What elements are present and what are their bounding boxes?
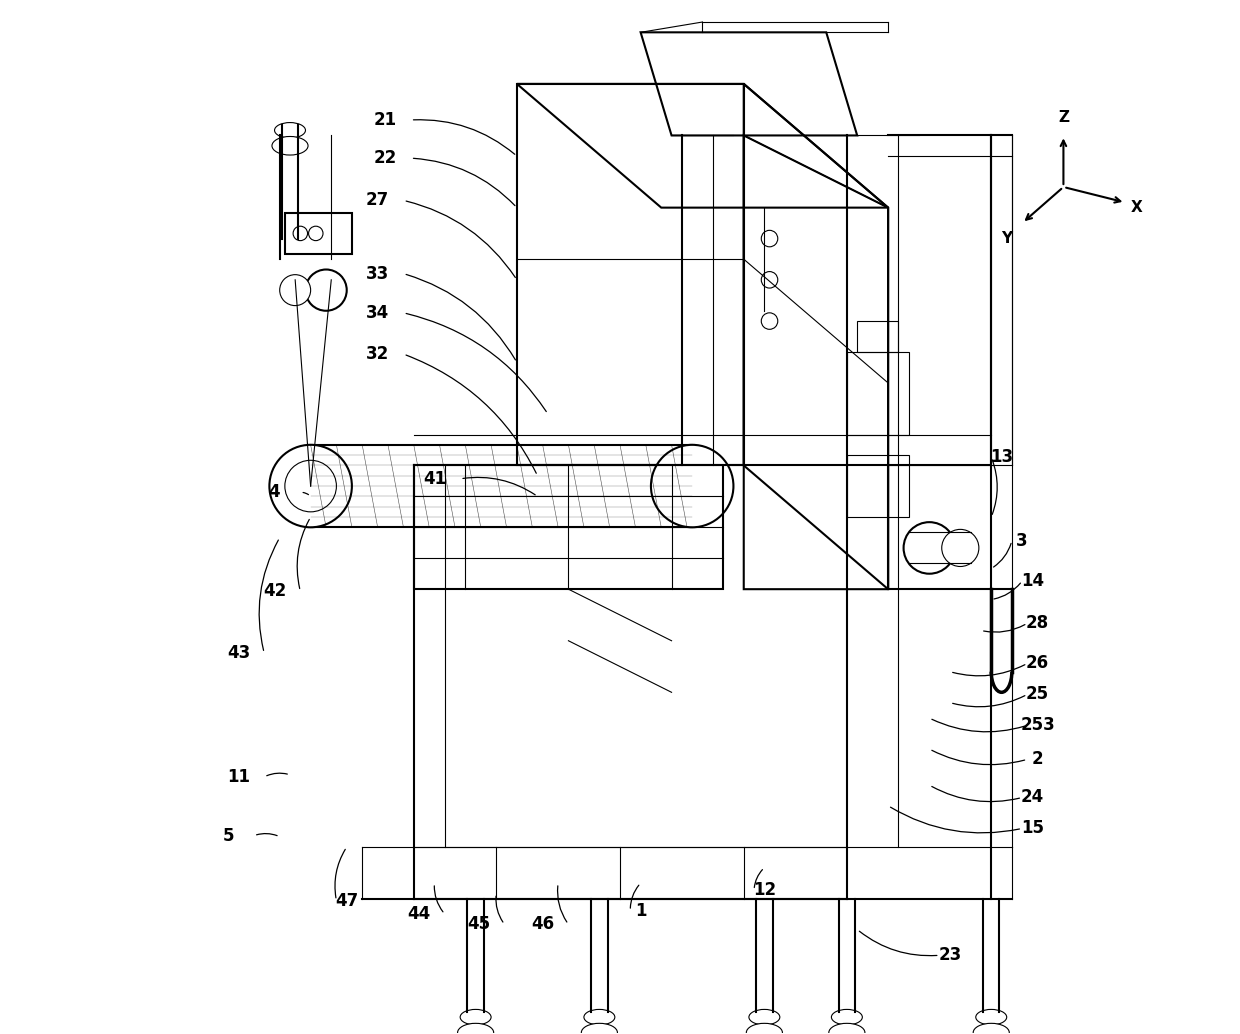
Circle shape xyxy=(904,522,955,574)
Ellipse shape xyxy=(272,136,308,155)
Circle shape xyxy=(941,529,978,567)
Text: 14: 14 xyxy=(1021,572,1044,590)
Ellipse shape xyxy=(973,1024,1009,1034)
Text: 13: 13 xyxy=(990,448,1013,466)
Text: 253: 253 xyxy=(1021,717,1055,734)
Bar xyxy=(285,213,352,254)
Text: 24: 24 xyxy=(1021,789,1044,807)
Text: X: X xyxy=(1131,201,1142,215)
Text: 45: 45 xyxy=(467,915,490,934)
Circle shape xyxy=(651,445,733,527)
Text: 1: 1 xyxy=(635,902,646,920)
Ellipse shape xyxy=(458,1024,494,1034)
Ellipse shape xyxy=(831,1009,862,1025)
Circle shape xyxy=(285,460,336,512)
Text: 2: 2 xyxy=(1032,751,1043,768)
Text: 12: 12 xyxy=(753,881,776,900)
Text: 25: 25 xyxy=(1025,686,1049,703)
Ellipse shape xyxy=(746,1024,782,1034)
Circle shape xyxy=(269,445,352,527)
Text: 15: 15 xyxy=(1021,819,1044,838)
Bar xyxy=(847,352,909,434)
Text: 27: 27 xyxy=(366,191,389,210)
Text: 22: 22 xyxy=(373,149,397,168)
Text: 21: 21 xyxy=(373,111,397,129)
Ellipse shape xyxy=(828,1024,866,1034)
Text: Z: Z xyxy=(1058,111,1069,125)
Text: 41: 41 xyxy=(423,469,446,488)
Text: 46: 46 xyxy=(531,915,554,934)
Bar xyxy=(847,455,909,517)
Bar xyxy=(414,465,723,589)
Bar xyxy=(857,322,899,352)
Ellipse shape xyxy=(460,1009,491,1025)
Text: 4: 4 xyxy=(269,483,280,501)
Circle shape xyxy=(280,275,311,306)
Text: 5: 5 xyxy=(222,826,234,845)
Circle shape xyxy=(305,270,347,311)
Text: 43: 43 xyxy=(227,644,250,662)
Ellipse shape xyxy=(749,1009,780,1025)
Text: 44: 44 xyxy=(407,905,430,923)
Ellipse shape xyxy=(584,1009,615,1025)
Text: 32: 32 xyxy=(366,345,389,363)
Text: 28: 28 xyxy=(1025,614,1049,632)
Text: 26: 26 xyxy=(1025,655,1049,672)
Ellipse shape xyxy=(274,123,305,138)
Ellipse shape xyxy=(976,1009,1007,1025)
Text: 47: 47 xyxy=(335,891,358,910)
Text: 42: 42 xyxy=(263,582,286,601)
Text: 23: 23 xyxy=(939,946,961,965)
Text: 34: 34 xyxy=(366,304,389,322)
Text: Y: Y xyxy=(1001,231,1012,246)
Text: 11: 11 xyxy=(227,768,250,786)
Text: 3: 3 xyxy=(1017,531,1028,550)
Ellipse shape xyxy=(582,1024,618,1034)
Text: 33: 33 xyxy=(366,265,389,282)
